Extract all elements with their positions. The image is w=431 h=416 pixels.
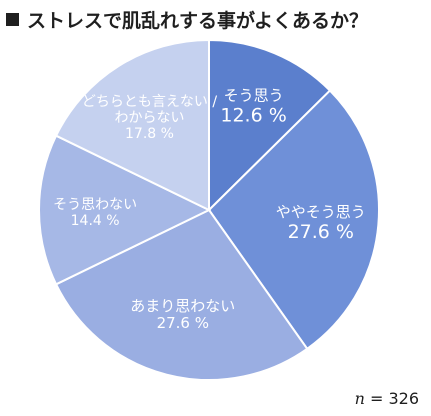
- pie-label-name: ややそう思う: [276, 203, 366, 221]
- pie-label-name: あまり思わない: [130, 297, 235, 315]
- pie-label-value: 27.6 %: [157, 314, 209, 332]
- sample-size-separator: =: [364, 389, 389, 408]
- pie-label-name: どちらとも言えない /: [82, 94, 217, 110]
- chart-title: ストレスで肌乱れする事がよくあるか？: [6, 6, 368, 32]
- chart-title-text: ストレスで肌乱れする事がよくあるか？: [27, 9, 369, 32]
- pie-slice-0: [208, 38, 332, 213]
- pie-slice-4: [54, 38, 210, 212]
- pie-slice-1: [207, 89, 380, 351]
- sample-size-symbol: n: [354, 389, 365, 408]
- pie-label-3: そう思わない 14.4 %: [53, 197, 137, 229]
- pie-slice-3: [38, 134, 212, 286]
- pie-label-0: そう思う 12.6 %: [220, 86, 286, 126]
- sample-size: n = 326: [355, 389, 419, 408]
- sample-size-value: 326: [388, 389, 419, 408]
- pie-label-value: 27.6 %: [288, 221, 354, 243]
- pie-slice-2: [54, 208, 309, 381]
- pie-label-4: どちらとも言えない /わからない 17.8 %: [82, 94, 217, 142]
- pie-label-name: わからない: [114, 110, 184, 126]
- pie-label-name: そう思う: [224, 86, 284, 104]
- pie-label-2: あまり思わない 27.6 %: [130, 297, 235, 332]
- square-icon: [6, 12, 19, 26]
- pie-labels: そう思う 12.6 %ややそう思う 27.6 %あまり思わない 27.6 %そう思わな…: [53, 86, 366, 332]
- pie-label-1: ややそう思う 27.6 %: [276, 203, 366, 243]
- pie-label-value: 14.4 %: [71, 213, 120, 229]
- pie-label-value: 12.6 %: [220, 104, 286, 126]
- pie-label-name: そう思わない: [53, 197, 137, 213]
- pie-slices: [38, 38, 380, 381]
- pie-label-value: 17.8 %: [125, 126, 174, 142]
